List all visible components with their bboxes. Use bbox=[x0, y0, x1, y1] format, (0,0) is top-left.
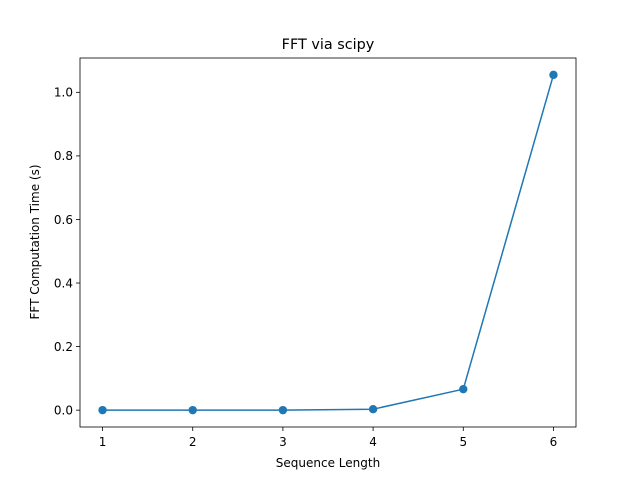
data-point bbox=[98, 405, 107, 415]
plot-area: 1 2 3 4 5 6 0.0 0.2 0.4 0.6 0.8 1.0 bbox=[54, 57, 577, 449]
axes-frame bbox=[79, 57, 577, 428]
x-tick-label: 3 bbox=[279, 435, 287, 449]
x-tick-label: 1 bbox=[99, 435, 107, 449]
x-tick-label: 6 bbox=[550, 435, 558, 449]
x-tick-label: 5 bbox=[459, 435, 467, 449]
y-axis-label: FFT Computation Time (s) bbox=[28, 164, 42, 319]
data-point bbox=[368, 405, 378, 414]
y-tick-label: 0.8 bbox=[54, 149, 73, 163]
data-point bbox=[278, 405, 288, 415]
data-point bbox=[549, 70, 558, 80]
y-tick-label: 0.0 bbox=[54, 403, 73, 417]
y-tick-label: 0.2 bbox=[54, 340, 73, 354]
data-point bbox=[459, 384, 468, 394]
chart-title: FFT via scipy bbox=[282, 37, 375, 53]
x-axis-label: Sequence Length bbox=[276, 456, 380, 470]
data-point bbox=[188, 405, 197, 415]
x-tick-label: 4 bbox=[369, 435, 377, 449]
x-tick-label: 2 bbox=[189, 435, 197, 449]
y-tick-label: 0.4 bbox=[54, 276, 73, 290]
y-tick-label: 1.0 bbox=[54, 86, 73, 100]
series-line bbox=[102, 74, 555, 411]
y-tick-label: 0.6 bbox=[54, 213, 73, 227]
